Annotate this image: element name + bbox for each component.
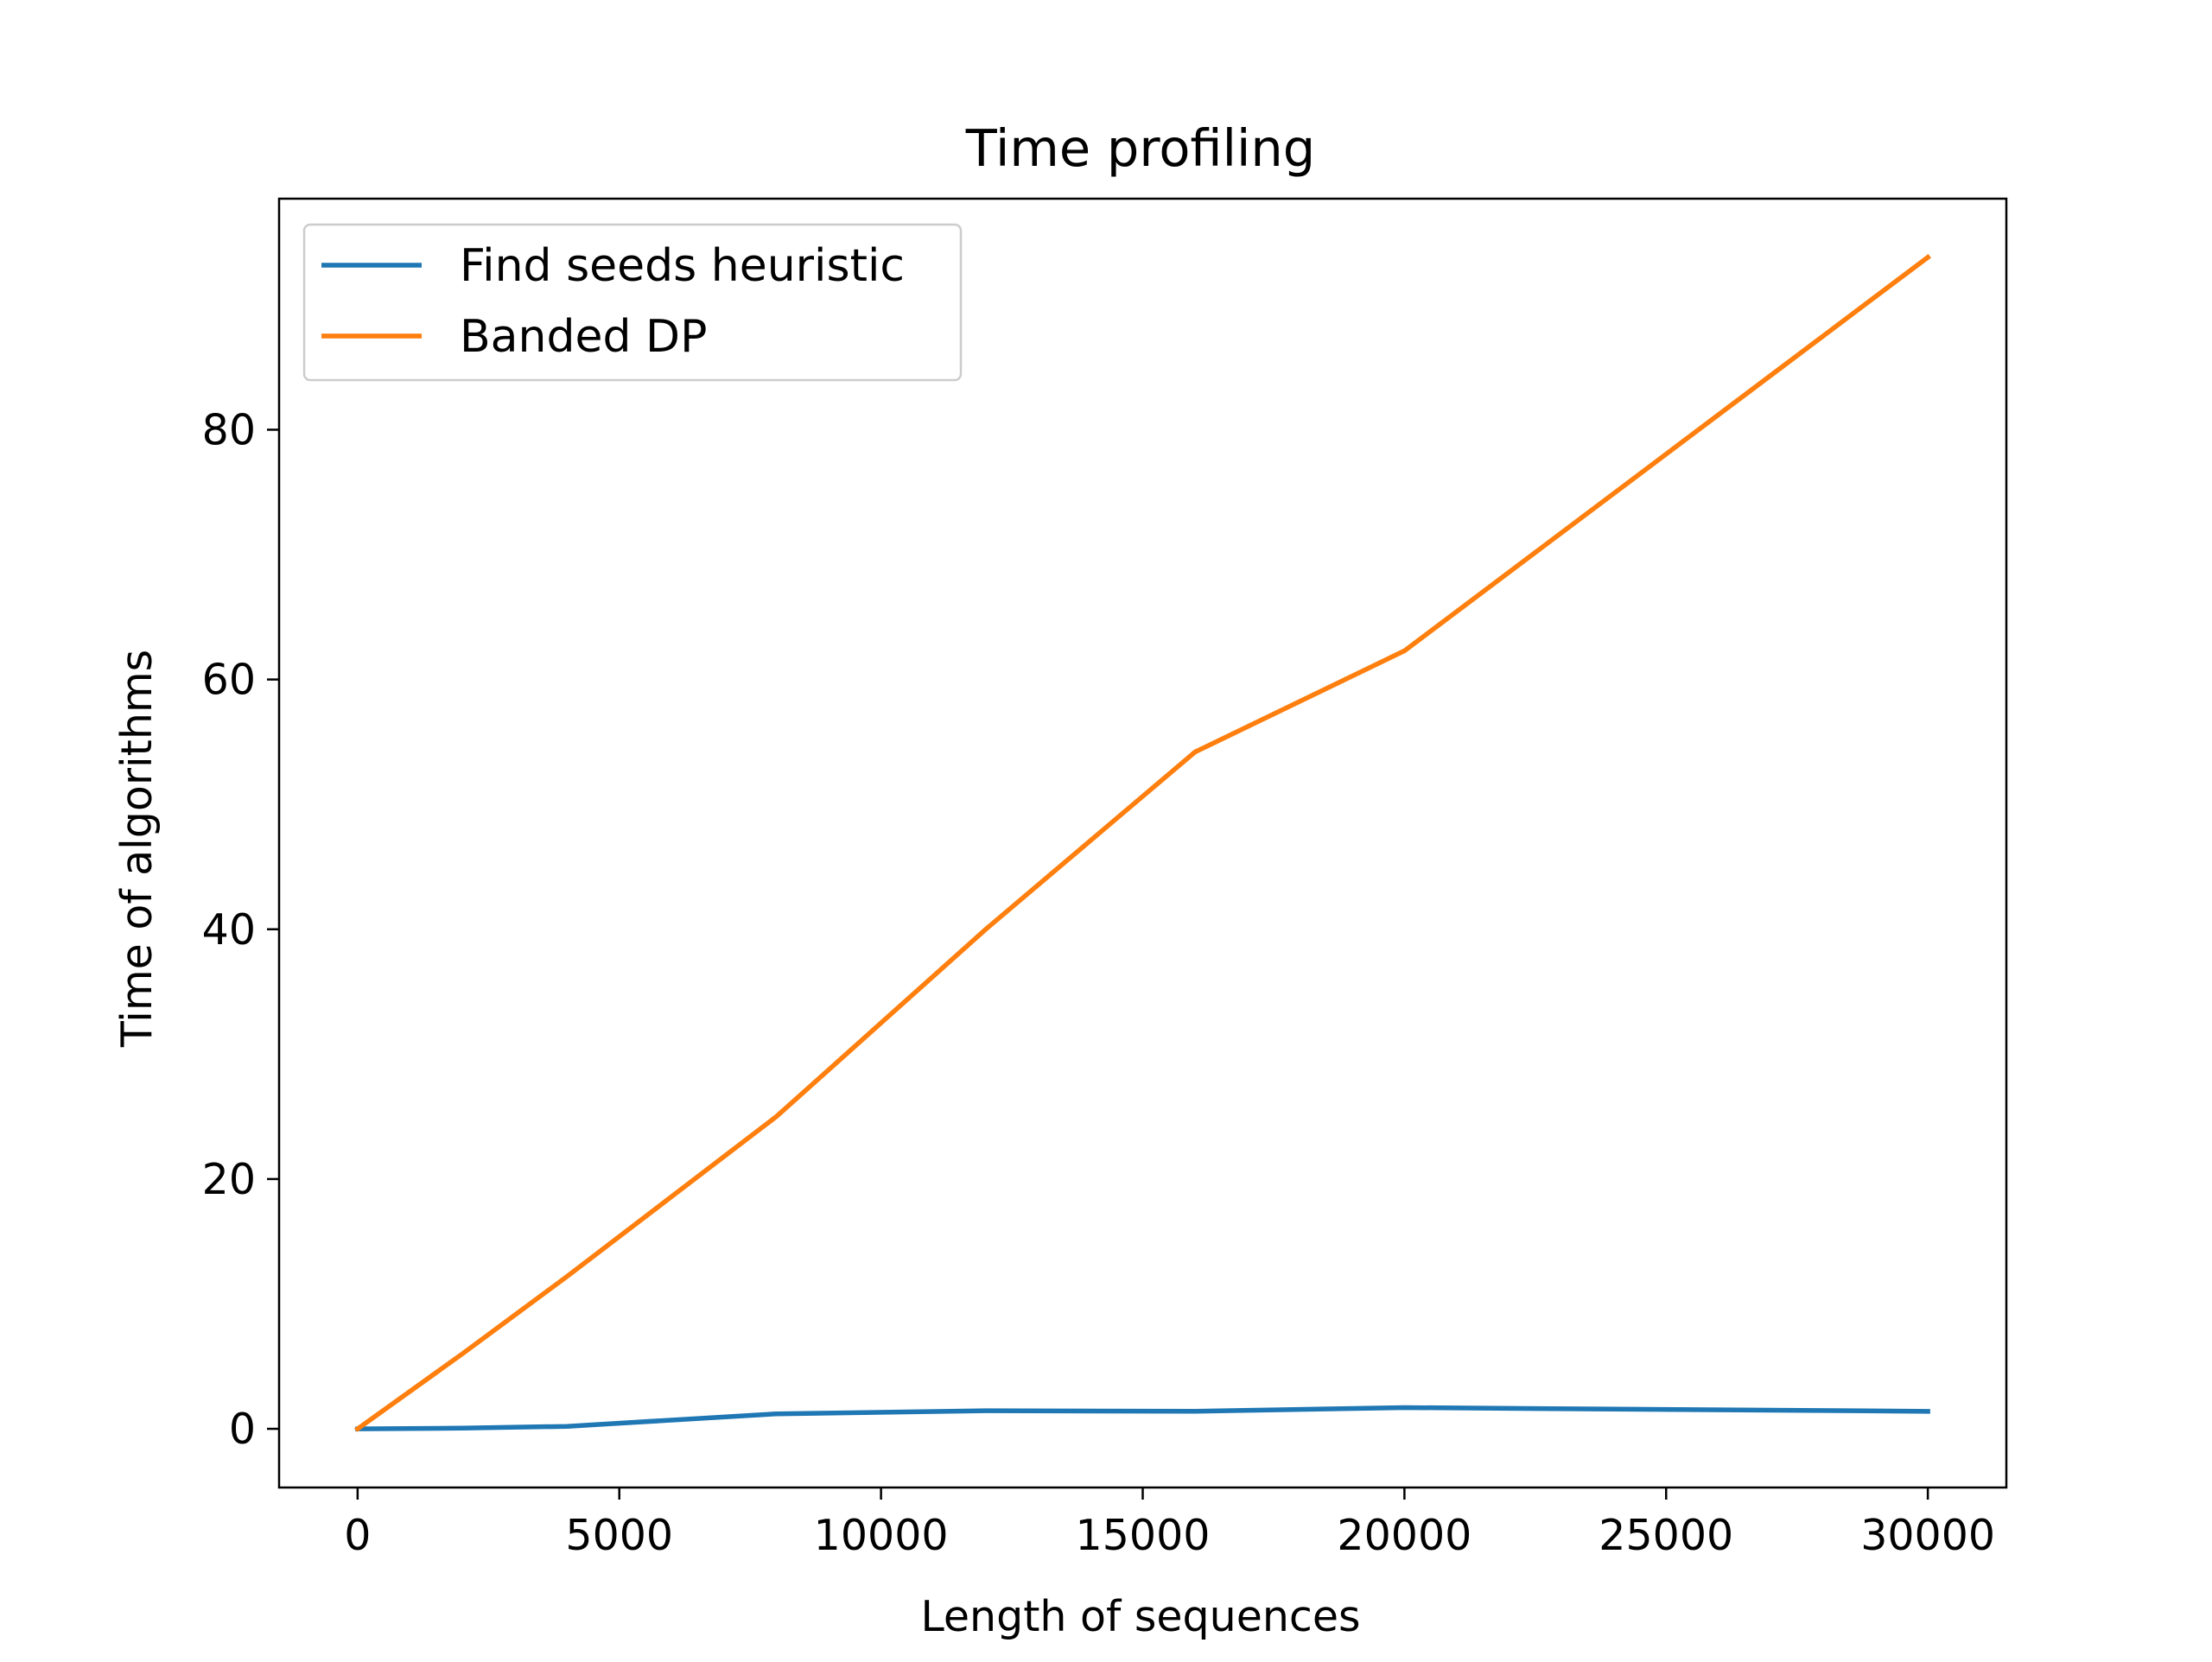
chart-title: Time profiling [965, 118, 1315, 178]
series-line-1 [355, 1405, 1930, 1431]
legend: Find seeds heuristic Banded DP [302, 223, 963, 382]
x-tick-label: 5000 [565, 1511, 673, 1560]
legend-label-1: Find seeds heuristic [460, 240, 905, 292]
y-tick-label: 40 [202, 905, 256, 955]
series-line-2 [354, 254, 1931, 1432]
x-tick-label: 20000 [1337, 1511, 1471, 1560]
x-tick-label: 25000 [1599, 1511, 1733, 1560]
y-tick-label: 60 [202, 656, 256, 705]
x-axis-label: Length of sequences [920, 1592, 1360, 1641]
legend-label-2: Banded DP [460, 311, 707, 363]
y-tick-label: 20 [202, 1155, 256, 1204]
x-tick-label: 15000 [1076, 1511, 1211, 1560]
plot-area: 0 5000 10000 15000 20000 25000 30000 0 20 40 60 80 [202, 197, 2008, 1560]
legend-box [302, 223, 963, 382]
x-tick-label: 30000 [1860, 1511, 1995, 1560]
x-tick-label: 0 [344, 1511, 371, 1560]
y-tick-label: 0 [229, 1405, 256, 1454]
y-tick-label: 80 [202, 405, 256, 454]
y-axis-label: Time of algorithms [112, 650, 162, 1048]
x-tick-label: 10000 [814, 1511, 949, 1560]
